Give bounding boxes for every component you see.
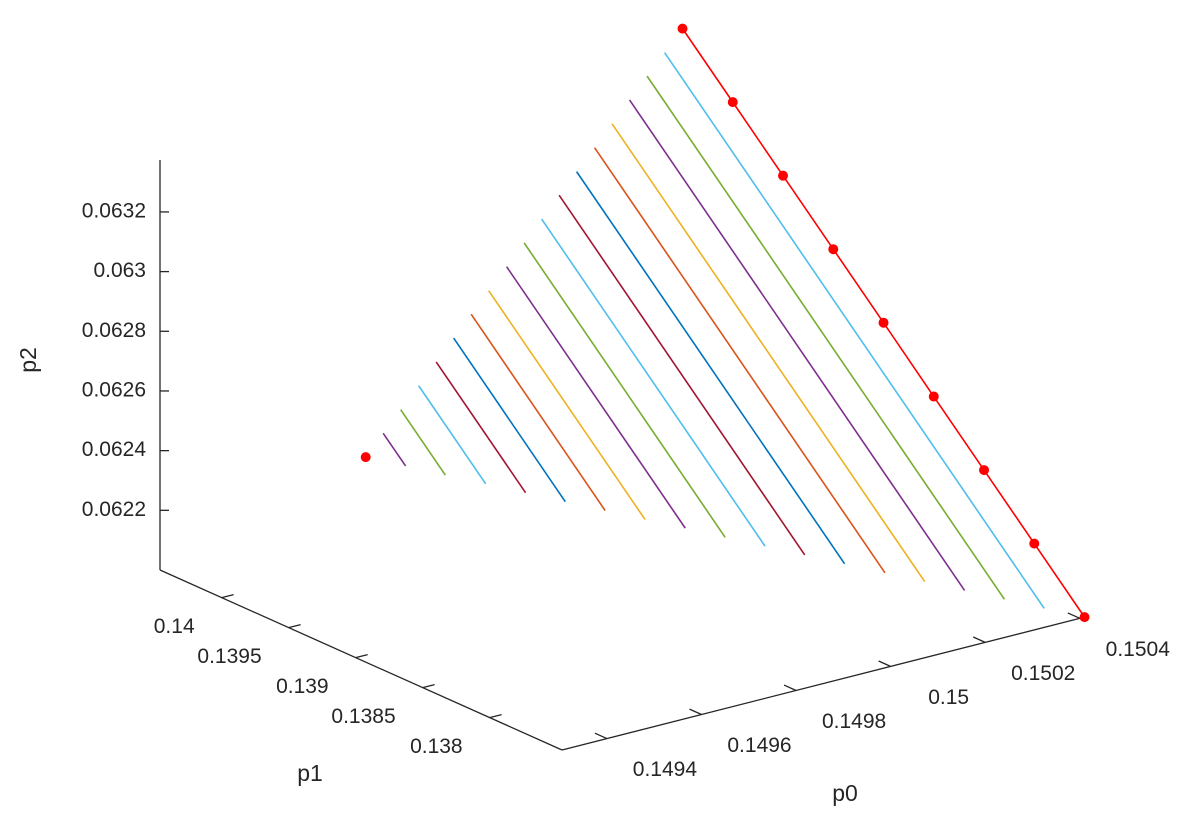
series-line — [435, 361, 527, 494]
series-line — [558, 194, 806, 556]
x-tick-label: 0.1494 — [633, 758, 698, 781]
series-line — [400, 409, 446, 476]
x-tick-label: 0.1498 — [822, 710, 886, 733]
series-line — [575, 171, 846, 565]
series-line — [646, 75, 1006, 600]
z-axis-label: p2 — [15, 347, 41, 373]
x-tick-label: 0.15 — [928, 686, 969, 709]
y-tick — [221, 593, 234, 599]
marker — [1079, 612, 1090, 623]
axes — [159, 160, 1086, 751]
y-tick — [489, 713, 502, 719]
z-tick-label: 0.0624 — [82, 438, 147, 461]
y-tick — [355, 653, 368, 659]
x-tick — [1067, 612, 1081, 619]
marker — [360, 452, 371, 463]
y-tick-label: 0.139 — [276, 675, 329, 698]
z-tick-label: 0.0632 — [82, 199, 146, 222]
y-tick-label: 0.1385 — [331, 705, 395, 728]
z-tick-label: 0.0626 — [82, 379, 146, 402]
y-tick-label: 0.14 — [154, 615, 195, 638]
series-line — [628, 99, 966, 591]
series-line — [418, 385, 487, 485]
marker — [828, 244, 839, 255]
series-line — [540, 218, 766, 547]
x-tick-label: 0.1504 — [1106, 638, 1171, 661]
y-axis-label: p1 — [297, 760, 323, 786]
x-tick-label: 0.1496 — [727, 734, 791, 757]
x-axis-line — [561, 616, 1086, 751]
series-line — [505, 266, 686, 529]
series-line — [452, 337, 566, 503]
y-tick — [422, 683, 435, 689]
series-line — [663, 52, 1045, 609]
marker — [928, 391, 939, 402]
marker — [979, 465, 990, 476]
x-tick — [594, 732, 608, 740]
x-axis-label: p0 — [832, 780, 858, 806]
marker — [878, 317, 889, 328]
x-tick-label: 0.1502 — [1011, 662, 1075, 685]
z-tick-label: 0.063 — [93, 259, 146, 282]
x-tick — [783, 684, 797, 692]
x-tick — [689, 708, 702, 716]
x-tick — [972, 636, 986, 643]
series-line — [523, 242, 726, 538]
x-tick — [878, 660, 891, 668]
y-tick-label: 0.1395 — [197, 645, 261, 668]
marker — [677, 23, 688, 34]
series-line — [487, 290, 646, 520]
z-tick-label: 0.0622 — [82, 498, 146, 521]
series-line — [611, 123, 926, 583]
y-axis-line — [159, 569, 563, 751]
series-line — [593, 147, 886, 574]
y-tick — [288, 623, 301, 629]
series-line — [382, 432, 407, 467]
marker — [778, 170, 789, 181]
y-tick-label: 0.138 — [410, 735, 463, 758]
marker — [1029, 538, 1040, 549]
z-tick-label: 0.0628 — [82, 319, 146, 342]
marker — [727, 97, 738, 108]
series-line — [470, 313, 606, 512]
